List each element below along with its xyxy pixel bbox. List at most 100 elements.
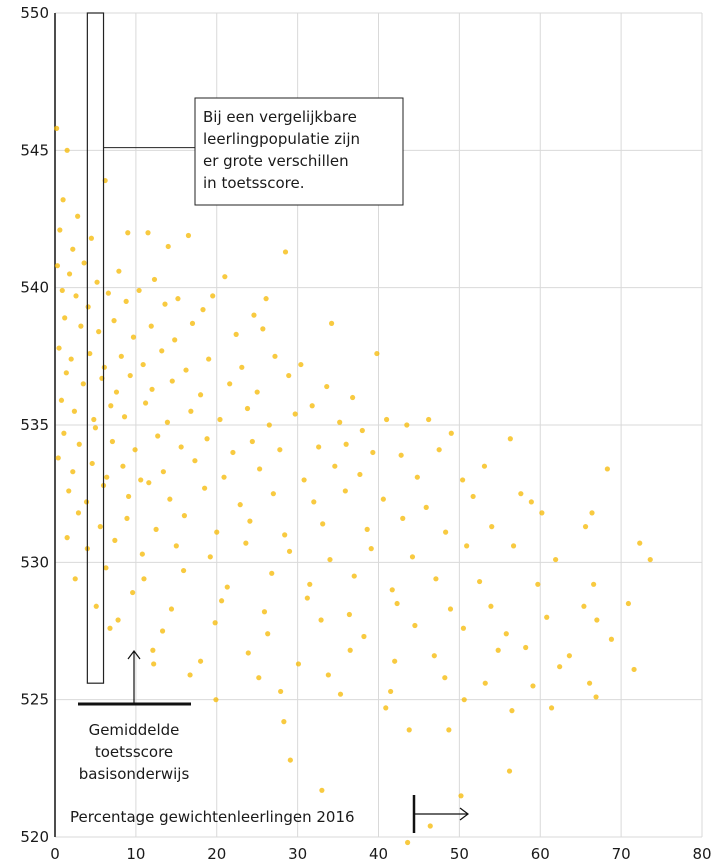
- data-point: [159, 628, 166, 634]
- data-point: [528, 499, 534, 505]
- data-point: [488, 603, 494, 609]
- data-point: [298, 361, 304, 368]
- x-tick-label: 50: [450, 845, 469, 863]
- data-point: [185, 232, 192, 239]
- data-point: [189, 320, 196, 326]
- data-point: [244, 405, 251, 412]
- data-point: [116, 268, 122, 274]
- data-point: [495, 647, 501, 653]
- data-point: [85, 304, 91, 310]
- data-point: [392, 658, 398, 664]
- data-point: [160, 469, 166, 475]
- x-axis-label: Percentage gewichtenleerlingen 2016: [70, 808, 355, 826]
- data-point: [169, 378, 175, 384]
- data-point: [350, 394, 356, 401]
- data-point: [423, 504, 429, 510]
- data-point: [148, 323, 154, 329]
- data-point: [130, 334, 137, 340]
- data-point: [287, 757, 293, 763]
- data-point: [197, 392, 204, 398]
- data-point: [249, 438, 255, 445]
- data-point: [405, 839, 411, 846]
- data-point: [181, 513, 187, 519]
- data-point: [446, 727, 452, 733]
- data-point: [55, 455, 61, 461]
- data-point: [470, 493, 476, 500]
- data-point: [260, 326, 266, 332]
- data-point: [544, 614, 550, 620]
- data-point: [506, 768, 513, 774]
- data-point: [292, 411, 298, 417]
- data-point: [398, 452, 404, 458]
- y-tick-label: 535: [20, 416, 49, 434]
- annotation-box-line: er grote verschillen: [203, 152, 349, 170]
- data-point: [239, 364, 245, 370]
- data-point: [224, 584, 230, 590]
- data-point: [243, 540, 249, 546]
- data-point: [125, 230, 131, 236]
- data-point: [359, 427, 365, 434]
- data-point: [414, 474, 420, 480]
- data-point: [368, 546, 374, 552]
- data-point: [530, 683, 536, 689]
- data-point: [388, 688, 394, 695]
- data-point: [227, 381, 233, 387]
- data-point: [320, 521, 326, 527]
- data-point: [204, 436, 210, 442]
- data-point: [316, 444, 322, 450]
- data-point: [489, 524, 495, 530]
- data-point: [295, 661, 302, 667]
- data-point: [162, 301, 168, 307]
- annotation-box-line: Bij een vergelijkbare: [203, 108, 357, 126]
- data-point: [139, 551, 145, 557]
- data-point: [80, 381, 86, 387]
- data-point: [582, 524, 589, 530]
- data-point: [138, 477, 144, 483]
- data-point: [357, 471, 363, 478]
- data-point: [221, 474, 227, 480]
- data-point: [58, 397, 65, 403]
- data-point: [113, 389, 120, 395]
- data-point: [214, 529, 220, 535]
- data-point: [433, 576, 439, 582]
- data-point: [136, 287, 142, 294]
- data-point: [282, 249, 289, 255]
- data-point: [123, 298, 129, 304]
- data-point: [566, 653, 572, 659]
- data-point: [60, 197, 66, 203]
- data-point: [165, 243, 171, 250]
- data-point: [404, 422, 410, 428]
- data-point: [66, 488, 72, 494]
- data-point: [222, 274, 228, 280]
- y-axis-ticks: 520 525 530 535 540 545 550: [20, 4, 49, 846]
- data-point: [311, 499, 317, 505]
- mean-label-line: Gemiddelde: [89, 721, 180, 739]
- data-point: [269, 570, 275, 576]
- data-point: [337, 691, 344, 697]
- data-point: [68, 356, 74, 362]
- data-point: [109, 438, 116, 445]
- data-point: [175, 296, 181, 302]
- data-point: [200, 307, 206, 313]
- data-point: [202, 485, 208, 491]
- data-point: [153, 526, 159, 532]
- data-point: [647, 556, 653, 563]
- data-point: [188, 408, 194, 414]
- data-point: [343, 441, 349, 447]
- data-point: [125, 493, 132, 500]
- data-point: [145, 230, 151, 236]
- data-point: [301, 477, 307, 483]
- data-point: [111, 318, 117, 324]
- data-point: [57, 227, 63, 233]
- data-point: [327, 556, 333, 563]
- data-point: [54, 263, 61, 269]
- data-point: [346, 611, 352, 618]
- data-point: [130, 589, 136, 596]
- data-point: [380, 496, 386, 502]
- data-point: [631, 666, 637, 673]
- data-point: [351, 573, 357, 579]
- data-point: [75, 510, 82, 516]
- data-point: [132, 447, 138, 453]
- data-point: [233, 331, 239, 337]
- x-tick-label: 40: [369, 845, 388, 863]
